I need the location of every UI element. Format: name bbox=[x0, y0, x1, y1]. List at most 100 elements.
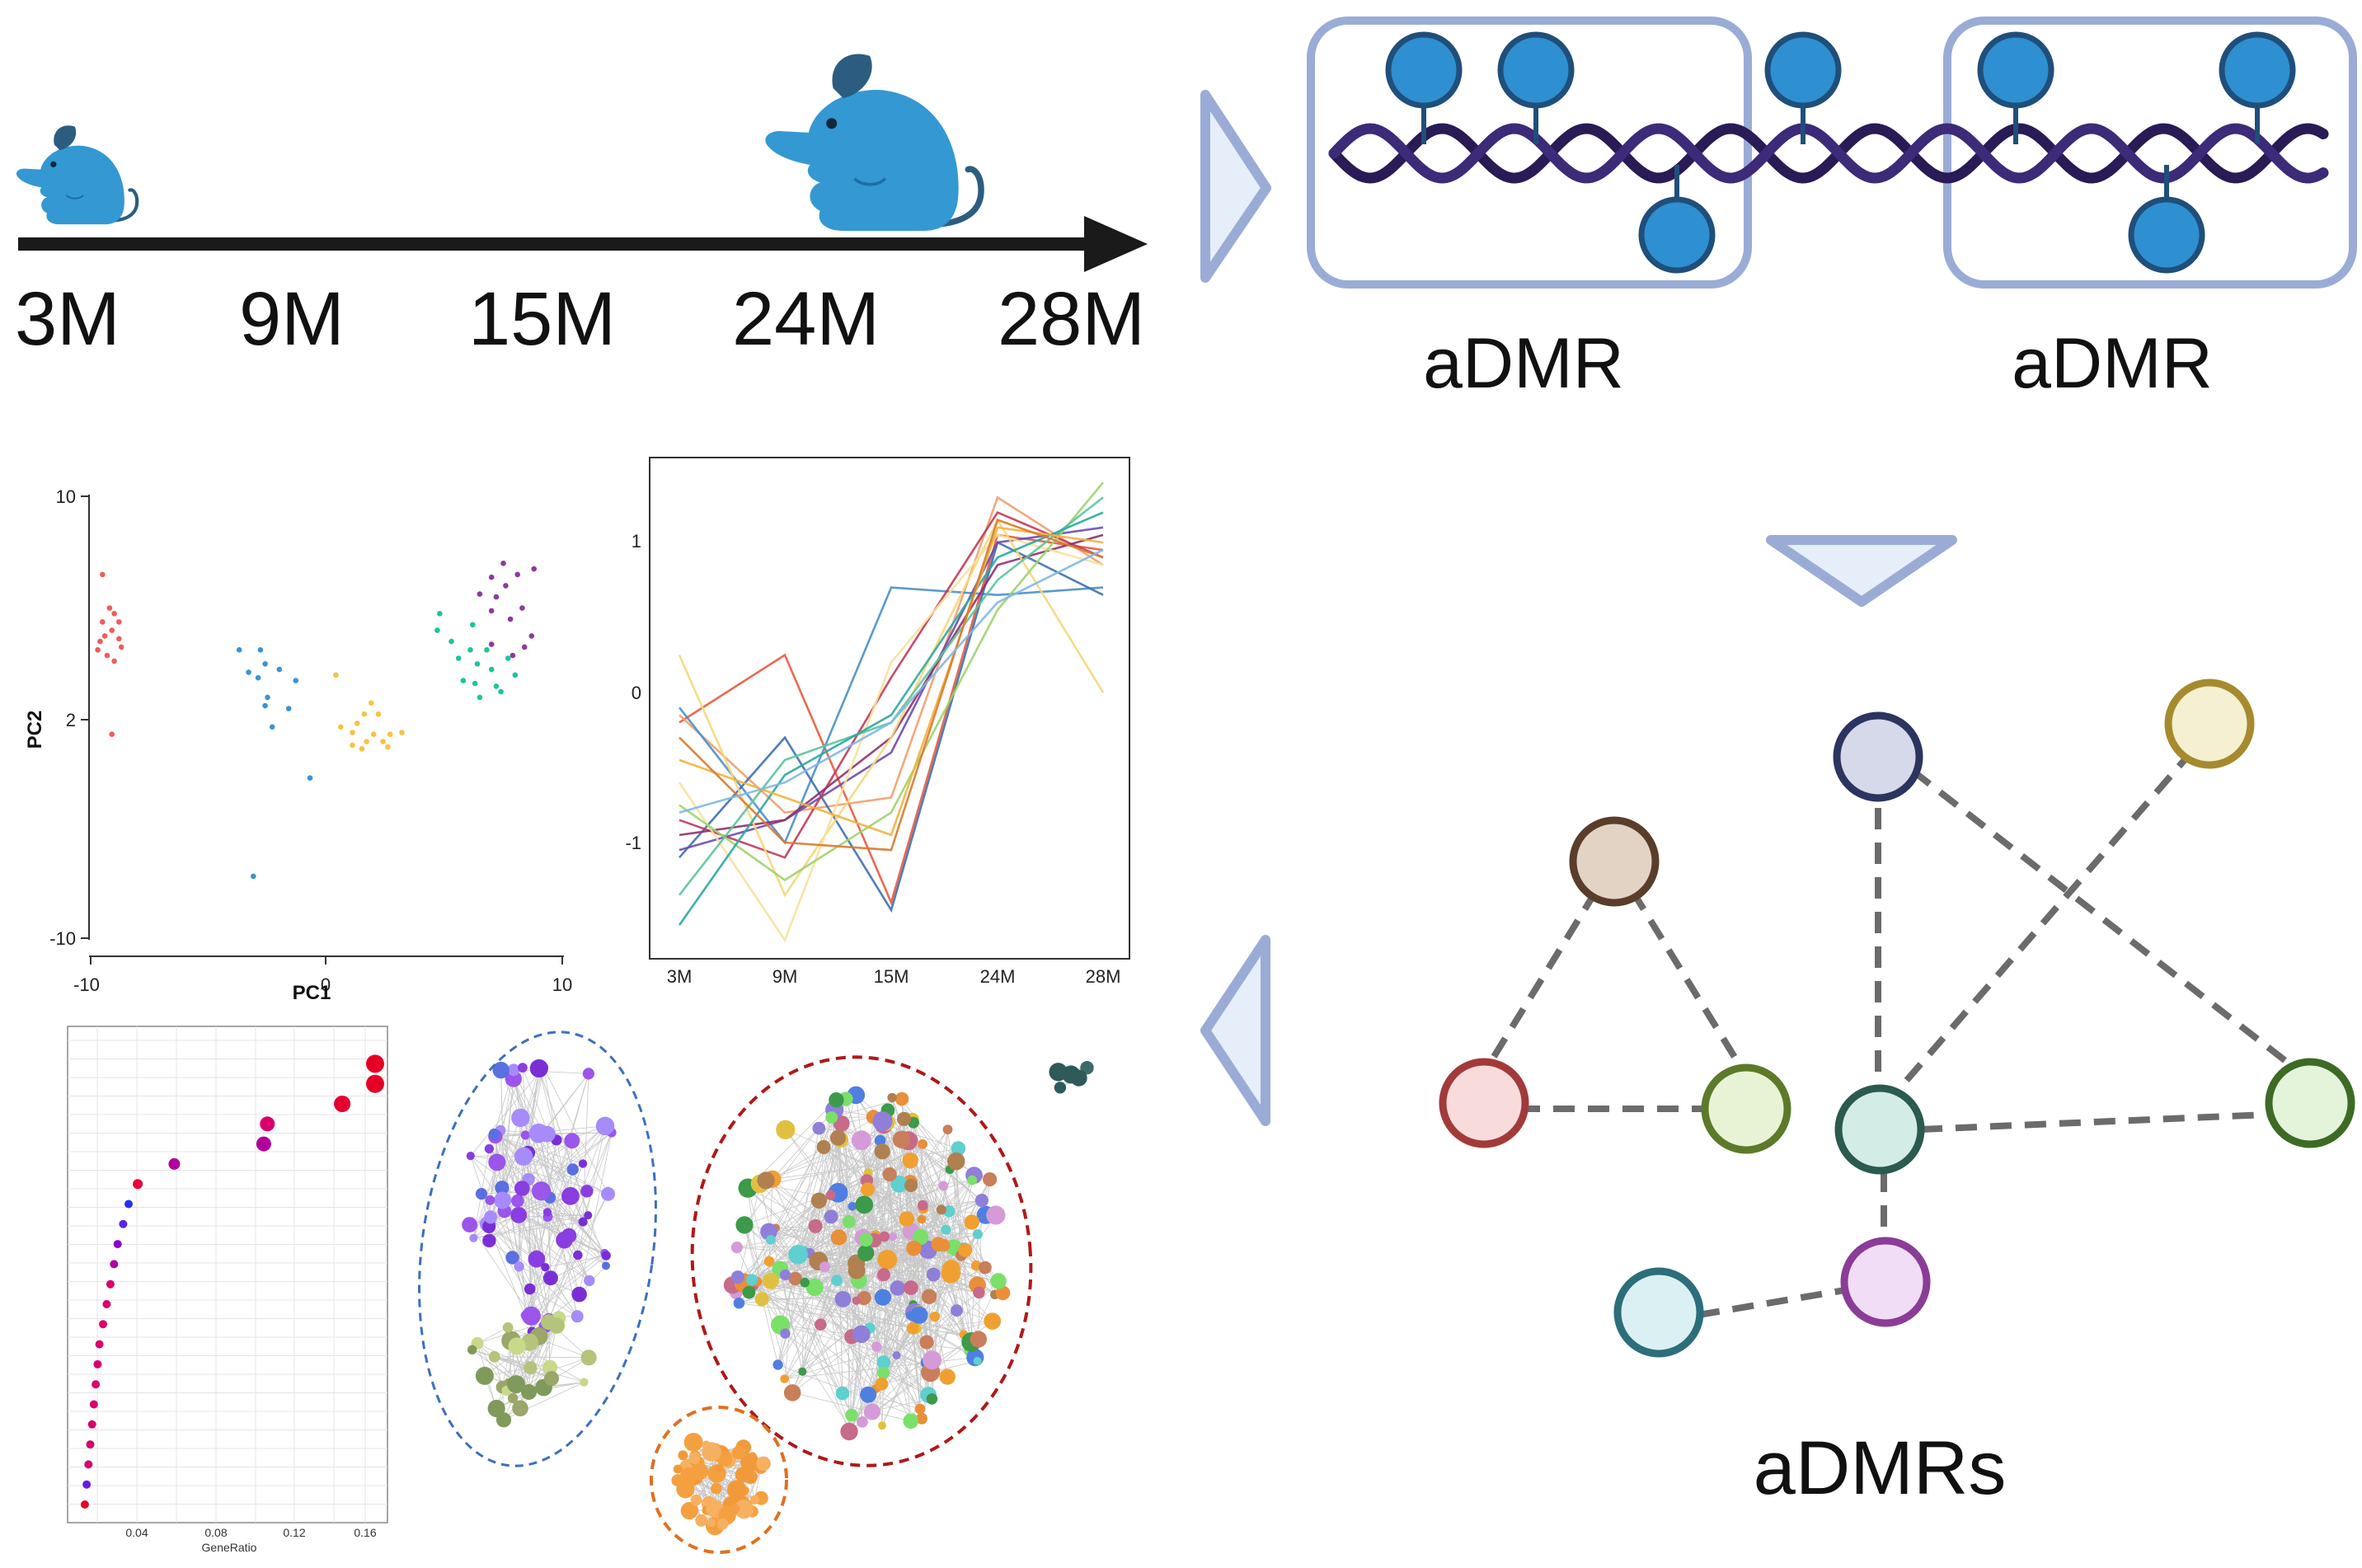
gene-node bbox=[904, 1178, 918, 1192]
gene-cluster-network bbox=[418, 1030, 1094, 1554]
methyl-group-icon bbox=[2128, 165, 2205, 274]
gene-node bbox=[484, 1143, 495, 1154]
gene-node bbox=[730, 1242, 744, 1254]
gene-edge bbox=[489, 1068, 540, 1242]
gene-edge bbox=[513, 1078, 539, 1134]
pca-point bbox=[350, 730, 355, 735]
gene-node bbox=[495, 1181, 509, 1195]
gene-edge bbox=[495, 1345, 518, 1409]
gene-node bbox=[514, 1181, 530, 1196]
gene-edge bbox=[824, 1266, 843, 1394]
gene-node bbox=[970, 1331, 988, 1348]
pca-point bbox=[467, 647, 473, 653]
pca-point bbox=[116, 619, 122, 625]
pca-point bbox=[285, 706, 292, 711]
gene-node bbox=[488, 1153, 506, 1171]
gene-node bbox=[715, 1464, 724, 1473]
gene-node bbox=[892, 1130, 911, 1149]
gene-node bbox=[888, 1232, 897, 1242]
gene-node bbox=[717, 1519, 729, 1530]
gene-node bbox=[514, 1261, 524, 1272]
methyl-group-icon bbox=[1385, 31, 1463, 144]
gene-node bbox=[851, 1130, 871, 1151]
gene-node bbox=[487, 1399, 505, 1418]
dmr-panel: aDMR aDMR bbox=[1307, 16, 2357, 403]
gene-node bbox=[542, 1208, 552, 1217]
gene-node bbox=[910, 1306, 928, 1324]
pca-point bbox=[257, 647, 264, 653]
gene-node bbox=[746, 1274, 758, 1286]
gene-node bbox=[511, 1194, 524, 1208]
pca-point bbox=[364, 739, 369, 744]
timeline-arrowhead-icon bbox=[1084, 216, 1148, 272]
pca-point bbox=[460, 678, 467, 683]
gene-node bbox=[808, 1218, 823, 1233]
gene-edge bbox=[531, 1140, 573, 1317]
pca-x-tick: 10 bbox=[552, 974, 572, 995]
gene-node bbox=[833, 1115, 850, 1132]
pca-y-tick: -10 bbox=[49, 928, 76, 949]
pca-point bbox=[255, 674, 261, 681]
gene-node bbox=[926, 1267, 941, 1282]
pca-x-tick: -10 bbox=[73, 974, 100, 995]
network-node bbox=[1439, 1058, 1529, 1148]
timeline-label-15m: 15M bbox=[468, 277, 616, 361]
gene-node bbox=[511, 1108, 530, 1128]
gene-node bbox=[912, 1228, 929, 1246]
pca-point bbox=[488, 641, 495, 647]
dot-plot-point bbox=[113, 1240, 122, 1249]
gene-node bbox=[882, 1167, 897, 1182]
pca-point bbox=[477, 591, 483, 597]
gene-node bbox=[542, 1359, 558, 1375]
gene-node bbox=[986, 1205, 1006, 1225]
gene-node bbox=[748, 1452, 757, 1462]
gene-edge bbox=[882, 1297, 921, 1410]
gene-node bbox=[505, 1070, 523, 1087]
pca-point bbox=[387, 731, 393, 737]
gene-edge bbox=[536, 1073, 589, 1260]
gene-edge bbox=[538, 1133, 578, 1317]
gene-node bbox=[818, 1195, 828, 1204]
dot-plot-point bbox=[95, 1340, 104, 1349]
line-x-tick: 9M bbox=[772, 966, 798, 987]
dot-plot-point bbox=[80, 1500, 89, 1509]
gene-node bbox=[524, 1361, 538, 1375]
gene-edge bbox=[866, 1169, 951, 1241]
gene-edge bbox=[848, 1174, 890, 1432]
gene-node bbox=[902, 1153, 918, 1169]
pca-point bbox=[455, 655, 462, 661]
gene-node bbox=[735, 1216, 754, 1234]
gene-edge bbox=[501, 1187, 584, 1223]
gene-node bbox=[507, 1375, 526, 1394]
gene-edge bbox=[885, 1121, 979, 1293]
pca-point bbox=[375, 711, 382, 717]
gene-node bbox=[726, 1480, 747, 1500]
gene-node bbox=[512, 1400, 528, 1417]
gene-edge bbox=[494, 1356, 551, 1368]
gene-node bbox=[733, 1297, 745, 1309]
gene-node bbox=[843, 1215, 856, 1228]
gene-node bbox=[848, 1202, 857, 1211]
gene-node bbox=[829, 1092, 844, 1108]
gene-edge bbox=[780, 1269, 803, 1372]
dot-x-tick: 0.16 bbox=[354, 1526, 376, 1539]
gene-node bbox=[875, 1377, 889, 1391]
pca-point bbox=[111, 611, 117, 617]
line-series bbox=[679, 548, 1104, 814]
pca-point bbox=[350, 742, 355, 749]
gene-edge bbox=[757, 1110, 835, 1283]
line-series bbox=[679, 510, 1104, 859]
pca-point bbox=[521, 644, 528, 650]
pca-point bbox=[246, 669, 251, 675]
pca-point bbox=[106, 605, 113, 611]
edge bbox=[1893, 748, 2196, 1095]
gene-edge bbox=[470, 1155, 607, 1256]
pca-point bbox=[101, 633, 108, 639]
pca-point bbox=[470, 622, 476, 628]
gene-edge bbox=[744, 1199, 824, 1284]
gene-node bbox=[578, 1159, 588, 1168]
line-series bbox=[678, 511, 1104, 926]
dot-x-tick: 0.08 bbox=[204, 1526, 227, 1539]
methyl-group-icon bbox=[1764, 31, 1842, 144]
gene-node bbox=[877, 1366, 890, 1379]
